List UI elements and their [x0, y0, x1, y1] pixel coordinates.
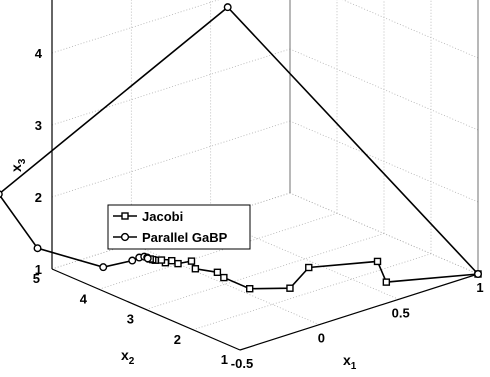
y-tick-label: 4	[80, 291, 88, 306]
x-tick-label: 1	[476, 280, 483, 295]
data-point-square	[246, 285, 254, 293]
grid-line	[210, 217, 399, 300]
data-point-circle	[33, 244, 42, 253]
y-axis-label: x2	[121, 347, 135, 367]
legend-marker-jacobi	[121, 212, 129, 220]
data-point-circle	[128, 256, 137, 265]
data-point-square	[168, 256, 176, 265]
series-layer	[0, 3, 483, 293]
data-point-circle	[143, 254, 152, 263]
z-axis-label: x3	[8, 158, 28, 172]
data-point-square	[187, 257, 196, 265]
grid-line	[51, 0, 220, 54]
y-tick-label: 2	[174, 332, 181, 347]
y-tick-label: 5	[33, 271, 40, 286]
data-point-circle	[474, 270, 483, 279]
axes-box	[51, 0, 479, 351]
grid-line	[131, 243, 320, 326]
data-point-circle	[99, 263, 108, 272]
y-tick-label: 1	[221, 352, 228, 367]
legend-label-jacobi: Jacobi	[142, 209, 183, 224]
grid-line	[289, 48, 479, 131]
z-tick-label: 1	[35, 262, 42, 277]
legend: Jacobi Parallel GaBP	[107, 204, 251, 250]
series-0	[146, 255, 482, 293]
data-point-square	[213, 268, 222, 276]
data-point-square	[220, 273, 228, 282]
x-axis-line	[239, 273, 479, 351]
data-point-square	[286, 284, 294, 292]
x-tick-label: 0	[318, 331, 325, 346]
grid-line	[289, 192, 479, 275]
series-1	[0, 3, 483, 279]
y-axis-line	[51, 268, 241, 351]
grid-line	[289, 120, 479, 203]
grid	[51, 0, 479, 351]
grid-line	[51, 120, 291, 198]
data-point-circle	[0, 190, 3, 198]
legend-marker-gabp	[120, 232, 130, 242]
tick-labels: -0.500.511234512345	[33, 46, 484, 371]
data-point-square	[191, 265, 200, 273]
data-point-square	[382, 278, 391, 286]
z-tick-label: 4	[35, 46, 43, 61]
data-point-circle	[223, 3, 232, 12]
legend-label-gabp: Parallel GaBP	[142, 230, 228, 245]
z-tick-label: 3	[35, 118, 42, 133]
legend-box	[107, 204, 251, 250]
data-point-square	[157, 256, 166, 264]
y-tick-label: 3	[127, 312, 134, 327]
z-tick-label: 2	[35, 190, 42, 205]
x-axis-label: x1	[343, 352, 357, 372]
grid-line	[51, 48, 291, 126]
data-point-square	[174, 259, 182, 268]
x-tick-label: -0.5	[231, 356, 253, 371]
grid-line	[342, 0, 479, 59]
data-point-square	[305, 263, 313, 272]
series-line	[150, 258, 479, 290]
data-point-square	[373, 257, 382, 266]
x-tick-label: 0.5	[392, 305, 410, 320]
